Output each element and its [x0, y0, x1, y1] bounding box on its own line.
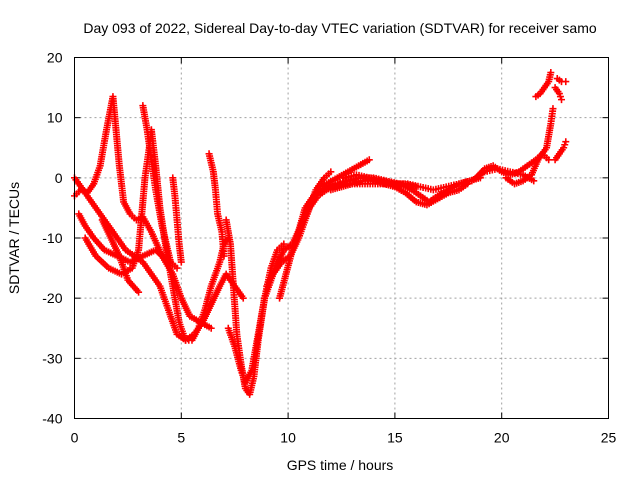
series-arc4: [98, 216, 143, 296]
x-tick-label: 25: [601, 430, 617, 446]
data-point: [545, 156, 553, 164]
data-point: [549, 105, 557, 113]
data-point: [220, 252, 228, 260]
series-arc6: [139, 102, 181, 272]
y-tick-label: 20: [47, 50, 63, 66]
series-arc8: [205, 150, 228, 260]
data-point: [173, 264, 181, 272]
series-arc1: [71, 93, 215, 332]
data-point: [280, 240, 288, 248]
y-tick-label: -40: [42, 411, 62, 427]
series-arc16: [472, 105, 557, 182]
y-tick-label: -10: [42, 230, 62, 246]
x-tick-label: 10: [280, 430, 296, 446]
x-axis-label: GPS time / hours: [287, 457, 394, 473]
x-tick-label: 5: [177, 430, 185, 446]
y-axis-label: SDTVAR / TECUs: [6, 182, 22, 294]
series-arc21: [551, 138, 570, 164]
data-point: [562, 78, 570, 86]
series-arc18: [532, 69, 555, 101]
series-arc12: [276, 180, 420, 302]
plot-frame: [74, 57, 609, 419]
data-point: [239, 294, 247, 302]
marks-layer: [71, 69, 570, 398]
y-tick-label: 0: [55, 170, 63, 186]
x-tick-label: 0: [71, 430, 79, 446]
data-point: [207, 324, 215, 332]
series-arc20: [553, 75, 570, 86]
x-tick-label: 20: [494, 430, 510, 446]
series-arc7: [169, 174, 185, 266]
data-point: [177, 258, 185, 266]
data-point: [558, 96, 566, 104]
tick-label-layer: 0 5 10 15 20 25 -40 -30 -20 -10 0 10 20: [42, 50, 616, 446]
data-point: [547, 69, 555, 77]
series-arc5: [71, 174, 247, 344]
y-tick-label: -20: [42, 290, 62, 306]
y-tick-label: -30: [42, 350, 62, 366]
data-point: [135, 288, 143, 296]
x-tick-label: 15: [387, 430, 403, 446]
data-point: [365, 156, 373, 164]
series-arc19: [551, 84, 566, 104]
data-point: [562, 138, 570, 146]
series-arc17: [502, 150, 553, 188]
data-point: [327, 168, 335, 176]
y-tick-label: 10: [47, 110, 63, 126]
data-point: [530, 177, 538, 185]
chart-title: Day 093 of 2022, Sidereal Day-to-day VTE…: [83, 20, 596, 36]
